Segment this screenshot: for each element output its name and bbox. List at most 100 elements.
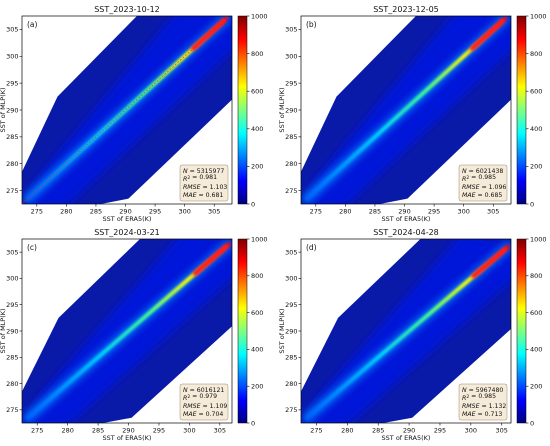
colorbar xyxy=(516,15,527,205)
stat-rmse: RMSE = 1.096 xyxy=(462,184,506,191)
colorbar-tick-label: 200 xyxy=(530,383,542,391)
colorbar-tick-label: 0 xyxy=(251,200,255,208)
identity-line xyxy=(22,16,230,204)
x-tick-label: 285 xyxy=(369,208,381,216)
stat-n: N = 6021438 xyxy=(462,168,503,175)
y-tick-label: 290 xyxy=(6,327,18,335)
x-tick-label: 285 xyxy=(372,427,384,435)
y-tick-label: 280 xyxy=(6,160,18,168)
x-tick-label: 275 xyxy=(310,427,322,435)
stat-superscript: 2 xyxy=(466,394,469,400)
x-tick-label: 295 xyxy=(434,427,446,435)
colorbar-tick-label: 0 xyxy=(251,419,255,427)
y-axis-label: SST of MLP(K) xyxy=(278,87,286,132)
colorbar-tick-label: 400 xyxy=(530,125,542,133)
stat-equals: = xyxy=(188,387,197,394)
stat-value: 0.985 xyxy=(478,393,496,400)
colorbar-tick-label: 800 xyxy=(251,272,263,280)
colorbar-tick-label: 400 xyxy=(251,125,263,133)
panel-a: 275 280 285 290 295 300 305 275 280 285 290 295 300 3… xyxy=(0,5,268,223)
stat-equals: = xyxy=(200,403,209,410)
panel-c: 275 280 285 290 295 300 305 275 280 285 290 295 300 3… xyxy=(0,228,268,442)
stat-name: N xyxy=(462,387,467,394)
x-tick-label: 305 xyxy=(208,208,220,216)
stat-value: 1.109 xyxy=(210,403,228,410)
x-tick-label: 290 xyxy=(122,427,134,435)
stats-box xyxy=(179,383,229,421)
y-tick-label: 300 xyxy=(285,275,297,283)
y-tick-label: 285 xyxy=(6,354,18,362)
stat-name: N xyxy=(183,387,188,394)
stat-mae: MAE = 0.704 xyxy=(183,411,223,418)
stat-rmse: RMSE = 1.103 xyxy=(183,184,227,191)
stat-value: 0.704 xyxy=(206,411,224,418)
y-axis-label: SST of MLP(K) xyxy=(278,308,286,353)
x-tick-label: 275 xyxy=(310,208,322,216)
x-axis-label: SST of ERA5(K) xyxy=(382,215,431,223)
stat-value: 5967480 xyxy=(476,387,504,394)
y-tick-label: 300 xyxy=(6,275,18,283)
stat-name: MAE xyxy=(462,411,476,418)
colorbar xyxy=(237,238,248,424)
chart-title: SST_2023-12-05 xyxy=(373,5,439,14)
colorbar xyxy=(516,238,527,424)
panel-label: (d) xyxy=(306,243,317,252)
stat-superscript: 2 xyxy=(466,175,469,181)
stat-r: R2 = 0.981 xyxy=(183,174,217,183)
y-tick-label: 275 xyxy=(285,406,297,414)
x-tick-label: 280 xyxy=(61,427,73,435)
stat-value: 0.985 xyxy=(478,174,496,181)
stat-value: 0.981 xyxy=(199,174,217,181)
x-tick-label: 300 xyxy=(465,427,477,435)
x-tick-label: 290 xyxy=(403,427,415,435)
y-tick-label: 305 xyxy=(6,26,18,34)
y-tick-label: 290 xyxy=(6,106,18,114)
stat-equals: = xyxy=(469,174,478,181)
stat-rmse: RMSE = 1.109 xyxy=(183,403,227,410)
stat-r: R2 = 0.985 xyxy=(462,174,496,183)
x-tick-label: 300 xyxy=(183,427,195,435)
stat-mae: MAE = 0.681 xyxy=(183,192,223,199)
stats-box xyxy=(458,164,508,202)
stat-name: R xyxy=(183,395,187,402)
colorbar-tick-label: 1000 xyxy=(530,235,547,243)
y-tick-label: 300 xyxy=(6,53,18,61)
y-tick-label: 305 xyxy=(6,248,18,256)
stat-n: N = 6016121 xyxy=(183,387,224,394)
y-tick-label: 295 xyxy=(285,301,297,309)
stat-equals: = xyxy=(475,411,484,418)
y-tick-label: 295 xyxy=(285,79,297,87)
colorbar-tick-label: 800 xyxy=(530,50,542,58)
y-tick-label: 300 xyxy=(285,53,297,61)
stat-equals: = xyxy=(479,403,488,410)
colorbar-tick-label: 0 xyxy=(530,200,534,208)
stat-mae: MAE = 0.713 xyxy=(462,411,502,418)
x-tick-label: 295 xyxy=(153,427,165,435)
stat-name: MAE xyxy=(183,192,197,199)
y-tick-label: 275 xyxy=(285,187,297,195)
x-tick-label: 300 xyxy=(457,208,469,216)
stat-equals: = xyxy=(188,168,197,175)
stat-r: R2 = 0.985 xyxy=(462,393,496,402)
y-tick-label: 285 xyxy=(285,354,297,362)
stat-mae: MAE = 0.685 xyxy=(462,192,502,199)
stat-equals: = xyxy=(475,192,484,199)
colorbar-tick-label: 400 xyxy=(530,346,542,354)
colorbar-tick-label: 400 xyxy=(251,346,263,354)
stat-equals: = xyxy=(469,393,478,400)
stat-value: 0.713 xyxy=(485,411,503,418)
stat-value: 5315977 xyxy=(197,168,225,175)
stat-value: 6021438 xyxy=(476,168,504,175)
x-tick-label: 275 xyxy=(31,208,43,216)
colorbar-tick-label: 1000 xyxy=(530,12,547,20)
chart-title: SST_2024-04-28 xyxy=(373,228,439,237)
x-axis-label: SST of ERA5(K) xyxy=(382,434,431,442)
stat-n: N = 5967480 xyxy=(462,387,503,394)
panel-label: (a) xyxy=(27,20,38,29)
stat-value: 1.103 xyxy=(210,184,228,191)
stat-rmse: RMSE = 1.132 xyxy=(462,403,506,410)
colorbar-tick-label: 600 xyxy=(530,309,542,317)
x-tick-label: 290 xyxy=(119,208,131,216)
x-tick-label: 290 xyxy=(398,208,410,216)
chart-title: SST_2023-10-12 xyxy=(94,5,160,14)
